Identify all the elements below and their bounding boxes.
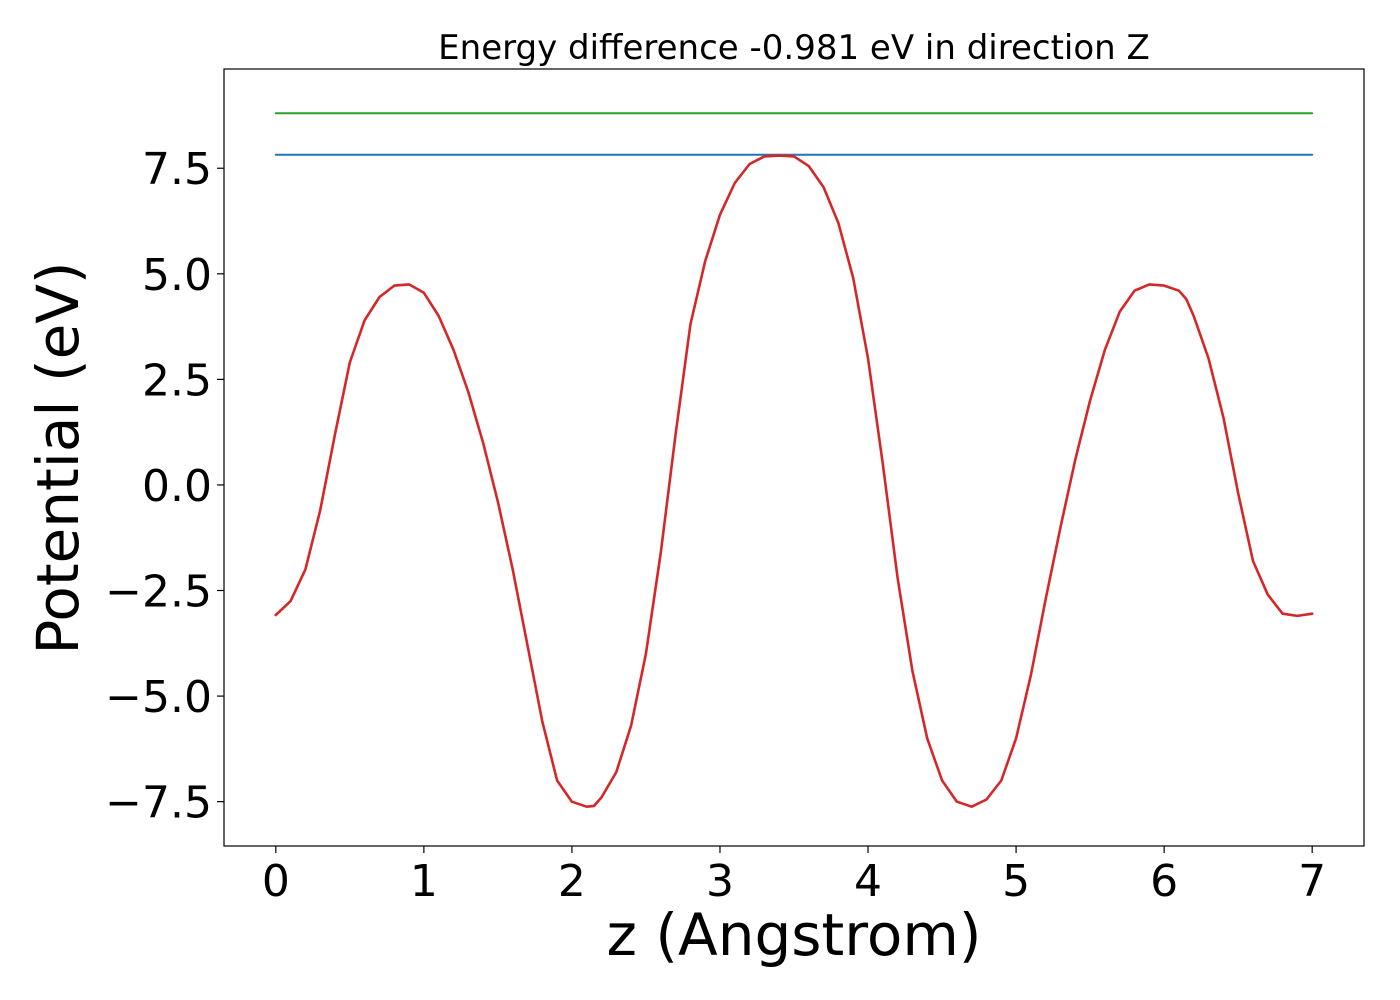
x-tick-label: 4 bbox=[854, 856, 882, 907]
x-tick-label: 6 bbox=[1150, 856, 1178, 907]
y-tick-label: −5.0 bbox=[105, 672, 212, 723]
x-tick-label: 3 bbox=[706, 856, 734, 907]
x-tick-label: 2 bbox=[558, 856, 586, 907]
y-tick-label: −2.5 bbox=[105, 567, 212, 618]
x-tick-label: 0 bbox=[262, 856, 290, 907]
chart-title: Energy difference -0.981 eV in direction… bbox=[438, 28, 1150, 68]
y-tick-label: 2.5 bbox=[142, 355, 212, 406]
plot-area bbox=[223, 68, 1365, 847]
series-layer bbox=[274, 112, 1314, 809]
y-axis-label: Potential (eV) bbox=[24, 261, 92, 654]
y-tick-label: −7.5 bbox=[105, 778, 212, 829]
series-line-3 bbox=[274, 154, 1314, 809]
y-axis-ticks: −7.5 −5.0 −2.5 0.0 2.5 5.0 7.5 bbox=[105, 144, 224, 829]
x-tick-label: 1 bbox=[410, 856, 438, 907]
x-axis-label: z (Angstrom) bbox=[607, 901, 982, 969]
y-tick-label: 7.5 bbox=[142, 144, 212, 195]
x-tick-label: 7 bbox=[1298, 856, 1326, 907]
y-tick-label: 5.0 bbox=[142, 250, 212, 301]
x-tick-label: 5 bbox=[1002, 856, 1030, 907]
x-axis-ticks: 0 1 2 3 4 5 6 7 bbox=[262, 846, 1326, 907]
y-tick-label: 0.0 bbox=[142, 461, 212, 512]
